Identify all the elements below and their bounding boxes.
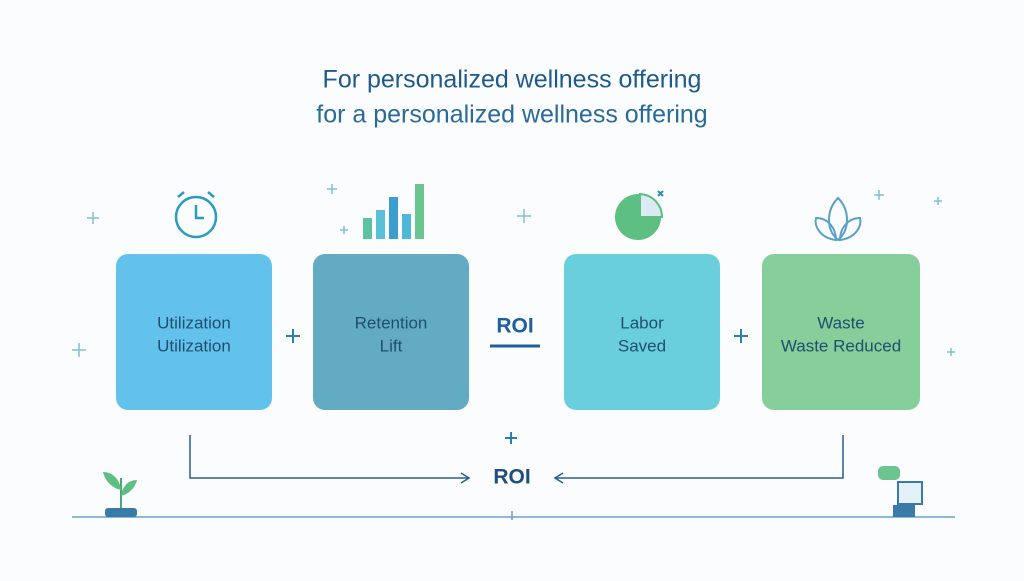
bar-icon (363, 184, 424, 239)
leaf-icon (814, 196, 862, 242)
plant-icon (103, 472, 137, 517)
box-label: Retention (355, 313, 428, 332)
board-icon (878, 466, 923, 517)
box (116, 254, 272, 410)
box-label: Saved (618, 336, 666, 355)
box-label: Waste (817, 313, 865, 332)
title: For personalized wellness offering (323, 66, 702, 94)
subtitle: for a personalized wellness offering (316, 101, 707, 129)
box (762, 254, 920, 410)
clock-icon (174, 191, 218, 239)
pie-icon (615, 190, 664, 240)
bottom-label: ROI (493, 466, 530, 489)
decorations (72, 184, 955, 357)
box (313, 254, 469, 410)
box-label: Waste Reduced (781, 336, 901, 355)
box (564, 254, 720, 410)
center-label: ROI (496, 315, 533, 338)
connectors (189, 435, 844, 484)
plus-signs (286, 329, 748, 444)
box-label: Lift (380, 336, 403, 355)
box-label: Utilization (157, 313, 231, 332)
box-label: Utilization (157, 336, 231, 355)
box-label: Labor (620, 313, 664, 332)
